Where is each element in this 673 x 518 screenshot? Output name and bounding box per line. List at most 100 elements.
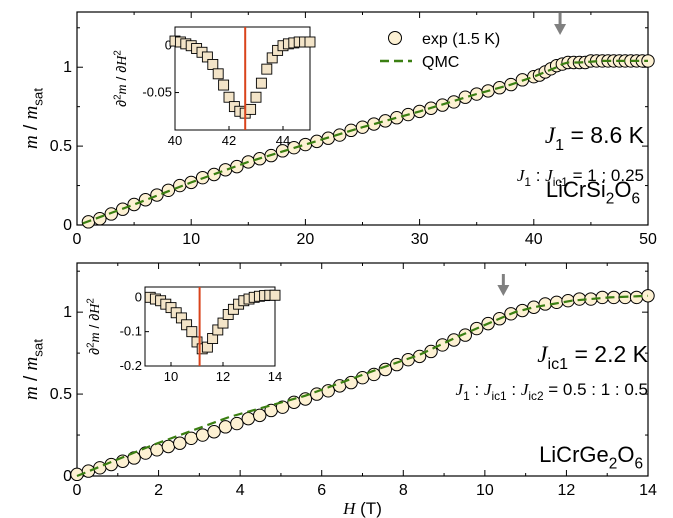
panel1-exp-point	[629, 290, 644, 305]
panel1-annotation-ratio-part: ic2	[528, 389, 544, 403]
panel1-annotation-ratio-part: 1	[463, 389, 470, 403]
panel1-compound-label-part: LiCrGe	[539, 442, 609, 467]
panel1-inset-ylabel-part: m	[88, 332, 103, 342]
panel1-inset-ylabel-part: 2	[85, 298, 96, 303]
panel1-annotation-ratio-part: :	[470, 380, 484, 399]
panel1-annotation-ratio-part: :	[507, 380, 521, 399]
panel0-exp-point	[378, 114, 393, 128]
panel1-inset-xtick-label: 14	[268, 369, 282, 384]
panel0-annotation-ratio-part: J	[545, 166, 554, 185]
panel1-inset-ylabel-part: H	[88, 303, 103, 315]
panel1-exp-point	[173, 436, 187, 450]
panel1-inset-ytick-label: -0.2	[120, 358, 142, 373]
panel1-exp-point	[538, 297, 552, 311]
panel0-xtick-label: 50	[639, 231, 657, 248]
panel0-ytick-label: 0	[63, 217, 72, 234]
panel1-xtick-label: 14	[639, 482, 657, 499]
panel1-annotation-jic1-part: ic1	[548, 355, 569, 373]
panel0-exp-point	[93, 211, 107, 226]
panel1-ylabel-part: m	[21, 357, 42, 371]
panel0-annotation-ratio-part: = 1 : 0.25	[568, 166, 644, 185]
panel1-compound-label-part: 6	[634, 456, 643, 473]
panel0-exp-point	[173, 178, 187, 193]
panel0-annotation-ratio: J1 : Jic1 = 1 : 0.25	[517, 166, 644, 189]
panel0-exp-point	[218, 163, 233, 177]
panel1-xtick-label: 12	[558, 482, 576, 499]
panel1-annotation-ratio-part: J	[484, 380, 493, 399]
panel1-inset-point	[186, 326, 198, 338]
panel1-ylabel-part: /	[21, 370, 42, 386]
panel1-annotation-ratio-part: = 0.5 : 1 : 0.5	[544, 380, 648, 399]
panel1-xlabel-part: H	[342, 499, 357, 518]
panel1-qmc-line	[76, 294, 649, 478]
panel0-inset-point	[223, 91, 235, 103]
panel1-annotation-jic1-part: J	[537, 342, 549, 367]
panel0-inset-ylabel-part: m	[115, 84, 130, 94]
panel0-exp-point	[367, 117, 381, 131]
panel1-exp-point	[355, 370, 370, 385]
panel1-annotation-ratio-part: J	[521, 380, 530, 399]
panel0-ylabel-part: m	[21, 106, 42, 120]
panel0-xtick-label: 10	[182, 231, 200, 248]
panel0-annotation-ratio-part: 1	[524, 175, 531, 189]
panel1-arrow-head	[497, 285, 510, 296]
panel0-compound-label-part: 6	[631, 191, 640, 208]
panel1-exp-point	[447, 333, 461, 347]
panel1-xlabel-part: (T)	[355, 499, 381, 518]
panel1-xlabel: H (T)	[342, 499, 382, 518]
panel1-inset-xtick-label: 10	[164, 369, 178, 384]
panel1-xtick-label: 4	[236, 482, 245, 499]
panel1-exp-point	[184, 431, 198, 446]
panel1-xtick-label: 2	[154, 482, 163, 499]
panel0-inset-ytick-label: 0	[165, 38, 172, 53]
panel0-arrow-head	[554, 24, 567, 35]
panel0-annotation-j1-part: 1	[555, 136, 564, 154]
panel1-exp-point	[241, 411, 256, 426]
panel1-xtick-label: 8	[399, 482, 408, 499]
panel1-ylabel-part: sat	[31, 339, 46, 357]
panel1-annotation-ratio: J1 : Jic1 : Jic2 = 0.5 : 1 : 0.5	[456, 380, 648, 403]
panel0-inset-ylabel-part: 2	[112, 50, 123, 55]
panel0-inset-xtick-label: 44	[276, 133, 290, 148]
panel0-inset-point	[207, 59, 219, 70]
panel1-ytick-label: 1	[63, 304, 72, 321]
panel1-exp-point	[230, 416, 244, 431]
panel0-exp-point	[390, 111, 404, 125]
panel1-compound-label-part: 2	[609, 456, 618, 473]
panel0-compound-label-part: LiCrSi	[546, 177, 606, 202]
panel1-xtick-label: 10	[476, 482, 494, 499]
panel0-annotation-j1-part: J	[545, 123, 557, 148]
panel0-ylabel: m / msat	[21, 88, 46, 149]
panel0-inset-point	[218, 79, 230, 91]
panel1-xtick-label: 0	[73, 482, 82, 499]
panel0-inset-xtick-label: 42	[222, 133, 236, 148]
panel1-annotation-jic1-part: = 2.2 K	[568, 341, 649, 367]
panel0-qmc-line	[82, 59, 648, 225]
panel0-xtick-label: 40	[525, 231, 543, 248]
panel0-inset-points	[169, 35, 316, 119]
panel0-compound-label: LiCrSi2O6	[546, 177, 640, 208]
panel1-exp-point	[515, 303, 530, 318]
panel1-exp-point	[321, 384, 335, 398]
panel0-annotation-ratio-part: J	[517, 166, 526, 185]
panel1-inset-ylabel: ∂2m / ∂H2	[85, 298, 103, 355]
panel0-annotation-j1: J1 = 8.6 K	[545, 122, 645, 154]
panel0-ytick-label: 0.5	[50, 138, 72, 155]
panel0-ylabel-part: m	[21, 135, 42, 149]
panel0-annotation-j1-part: = 8.6 K	[564, 122, 645, 148]
panel1-annotation-ratio-part: J	[456, 380, 465, 399]
panel1-exp-point	[378, 362, 393, 377]
panel1-inset-ytick-label: 0	[135, 289, 142, 304]
panel0-annotation-ratio-part: :	[531, 166, 545, 185]
panel1-exp-point	[195, 428, 210, 442]
panel1-inset-ylabel-part: ∂	[86, 348, 102, 355]
panel1-exp-point	[253, 408, 267, 423]
panel1-exp-point	[161, 439, 176, 454]
panel0-inset-ylabel-part: ∂	[113, 100, 129, 107]
legend-exp-marker	[388, 31, 402, 45]
panel0-compound-label-part: 2	[606, 191, 615, 208]
panel0-inset-ylabel: ∂2m / ∂H2	[112, 50, 130, 107]
panel0-inset-point	[250, 91, 262, 103]
panel1-annotation-ratio-part: ic1	[491, 389, 507, 403]
